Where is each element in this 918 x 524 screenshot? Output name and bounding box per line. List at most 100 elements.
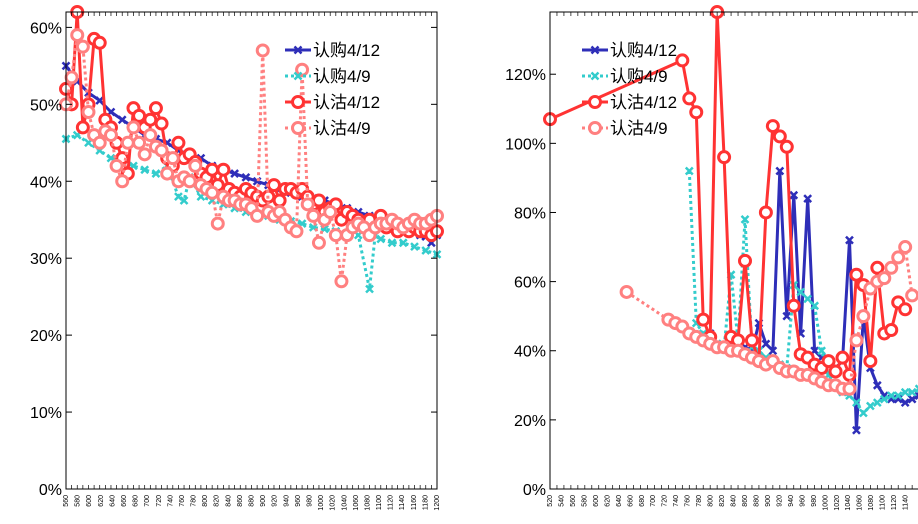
x-tick-label: 660 xyxy=(627,495,634,507)
data-point xyxy=(421,246,431,255)
x-tick-label: 680 xyxy=(639,495,646,507)
data-point xyxy=(796,287,806,297)
data-point xyxy=(914,391,918,401)
x-tick-label: 900 xyxy=(260,495,267,507)
data-point xyxy=(828,364,843,379)
data-point xyxy=(75,120,90,135)
data-point xyxy=(900,387,910,397)
data-point xyxy=(821,354,836,369)
x-tick-label: 1100 xyxy=(880,495,887,510)
y-tick-label: 50% xyxy=(30,97,62,114)
data-point xyxy=(782,311,792,321)
data-point xyxy=(120,135,135,150)
data-point xyxy=(295,62,310,77)
data-point xyxy=(856,309,871,324)
data-point xyxy=(872,398,882,407)
data-point xyxy=(845,235,854,245)
x-axis: 520 540 560 580 600 620 640 660 680 700 720 740 760 7… xyxy=(547,495,910,511)
x-tick-label: 640 xyxy=(616,495,623,507)
data-point xyxy=(266,178,281,193)
x-tick-label: 580 xyxy=(581,495,588,507)
data-point xyxy=(132,108,147,123)
plot-area xyxy=(543,5,918,435)
x-tick-label: 760 xyxy=(179,495,186,507)
data-point xyxy=(103,128,118,143)
data-point xyxy=(859,408,868,418)
x-tick-label: 960 xyxy=(295,495,302,507)
x-tick-label: 700 xyxy=(650,495,657,507)
legend-item: 认购4/9 xyxy=(582,67,668,86)
legend-marker xyxy=(291,95,305,109)
x-tick-label: 680 xyxy=(133,495,140,507)
x-tick-label: 560 xyxy=(63,495,70,507)
data-point xyxy=(842,367,857,382)
x-tick-label: 700 xyxy=(144,495,151,507)
x-tick-label: 520 xyxy=(547,495,554,507)
plot-area xyxy=(59,5,444,294)
data-point xyxy=(689,105,704,120)
x-tick-label: 840 xyxy=(225,495,232,507)
data-point xyxy=(852,398,861,407)
legend-item: 认沽4/12 xyxy=(285,93,380,112)
data-point xyxy=(323,205,338,220)
x-tick-label: 640 xyxy=(109,495,116,507)
data-point xyxy=(272,193,287,208)
legend: 认购4/12 认购4/9 认沽4/12 认沽4/9 xyxy=(582,41,677,138)
data-point xyxy=(907,387,917,397)
x-tick-label: 780 xyxy=(696,495,703,507)
data-point xyxy=(92,35,107,50)
data-point xyxy=(865,401,875,411)
x-tick-label: 720 xyxy=(662,495,669,507)
data-point xyxy=(182,174,197,189)
minor-ticks xyxy=(65,12,438,489)
data-point xyxy=(81,105,96,120)
legend-marker xyxy=(293,71,303,81)
x-tick-label: 540 xyxy=(558,495,565,507)
legend-item: 认沽4/9 xyxy=(582,119,668,138)
data-point xyxy=(306,208,321,223)
x-tick-label: 740 xyxy=(673,495,680,507)
x-tick-label: 720 xyxy=(156,495,163,507)
legend-marker xyxy=(590,71,600,81)
series-buy-49 xyxy=(61,130,442,294)
data-point xyxy=(870,260,885,275)
legend-label: 认沽4/9 xyxy=(610,119,668,138)
data-point xyxy=(174,192,183,202)
legend-label: 认沽4/9 xyxy=(313,119,371,138)
data-point xyxy=(884,323,899,337)
x-tick-label: 880 xyxy=(249,495,256,507)
y-tick-label: 0% xyxy=(39,482,62,499)
x-tick-label: 1080 xyxy=(364,495,371,511)
data-point xyxy=(675,53,690,68)
chart-right: 0% 20% 40% 60% 80% 100% 120% 520 540 560 580 600 620… xyxy=(505,5,918,511)
legend-item: 认沽4/9 xyxy=(285,119,371,138)
legend-item: 认购4/9 xyxy=(285,67,371,86)
x-tick-label: 920 xyxy=(776,495,783,507)
data-point xyxy=(109,158,124,173)
data-point xyxy=(255,43,270,58)
data-point xyxy=(311,235,326,250)
y-tick-label: 20% xyxy=(30,328,62,345)
data-point xyxy=(179,196,189,205)
data-point xyxy=(70,28,85,43)
x-tick-label: 1120 xyxy=(891,495,898,510)
x-tick-label: 1100 xyxy=(376,495,383,510)
data-point xyxy=(154,143,169,158)
data-point xyxy=(151,169,161,178)
y-tick-label: 100% xyxy=(505,136,546,153)
x-tick-label: 1140 xyxy=(399,495,406,510)
data-point xyxy=(898,302,913,317)
data-point xyxy=(250,208,265,223)
x-tick-label: 1000 xyxy=(822,495,829,511)
data-point xyxy=(241,173,251,182)
data-point xyxy=(914,384,918,394)
data-point xyxy=(884,260,899,275)
data-point xyxy=(160,166,175,181)
data-point xyxy=(230,169,240,178)
x-tick-label: 1040 xyxy=(341,495,348,511)
data-point xyxy=(907,394,917,404)
x-tick-label: 820 xyxy=(214,495,221,507)
data-point xyxy=(789,190,799,200)
data-point xyxy=(842,381,857,396)
x-tick-label: 860 xyxy=(237,495,244,507)
